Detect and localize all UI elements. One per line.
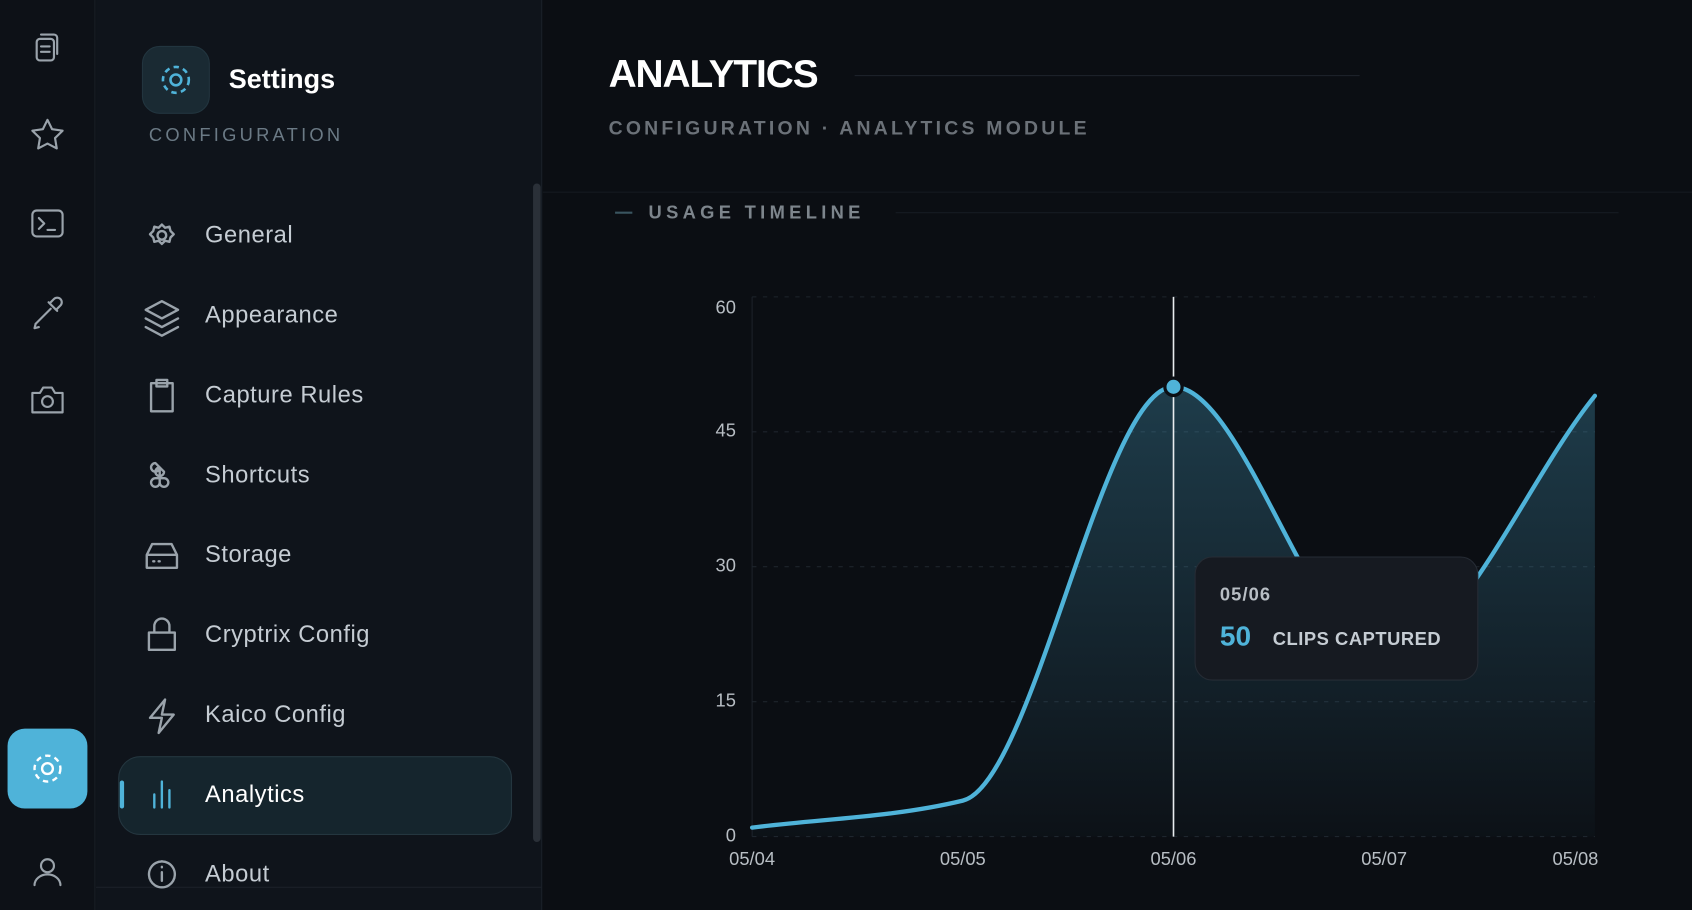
settings-badge-icon — [161, 65, 191, 95]
tooltip — [1194, 556, 1479, 681]
nav-icon — [153, 780, 171, 809]
nav-icon — [149, 378, 174, 413]
nav-list: General Appearance Capture Rules Shortcuts S… — [118, 223, 513, 889]
section-title: USAGE TIMELINE — [649, 202, 865, 223]
x-tick-label: 05/07 — [1361, 848, 1407, 869]
tooltip-value: 50 — [1220, 620, 1251, 651]
nav-item[interactable]: About — [205, 862, 270, 888]
nav-icon — [148, 698, 175, 735]
rail-settings-active[interactable] — [7, 728, 88, 809]
nav-item[interactable]: Shortcuts — [205, 462, 310, 488]
rail-clipboard[interactable] — [35, 33, 59, 62]
rail-settings-icon — [33, 754, 62, 783]
nav-icon — [147, 617, 176, 652]
y-tick-label: 45 — [716, 420, 736, 441]
nav-item[interactable]: Storage — [205, 542, 292, 568]
page-title: ANALYTICS — [609, 53, 818, 96]
sidebar-subtitle: CONFIGURATION — [149, 124, 343, 145]
hover-point — [1163, 376, 1184, 398]
nav-item[interactable]: Kaico Config — [205, 702, 346, 728]
y-tick-label: 60 — [716, 297, 736, 318]
scrollbar[interactable] — [533, 183, 541, 842]
tooltip-label: CLIPS CAPTURED — [1273, 628, 1441, 649]
nav-icon — [148, 223, 175, 246]
page-subtitle: CONFIGURATION · ANALYTICS MODULE — [609, 118, 1090, 140]
nav-icon — [147, 860, 177, 889]
nav-active-bg — [118, 756, 513, 835]
y-tick-label: 30 — [716, 555, 736, 576]
nav-item[interactable]: Capture Rules — [205, 382, 364, 408]
settings-badge — [141, 45, 210, 114]
x-tick-label: 05/08 — [1553, 848, 1599, 869]
y-tick-label: 15 — [716, 690, 736, 711]
rail-star[interactable] — [31, 118, 64, 150]
y-tick-label: 0 — [726, 824, 736, 845]
rail-terminal[interactable] — [31, 209, 64, 238]
nav-icon — [144, 299, 180, 337]
nav-icon — [149, 461, 170, 489]
nav-item[interactable]: Cryptrix Config — [205, 622, 370, 648]
rail-picker[interactable] — [33, 296, 63, 330]
x-tick-label: 05/06 — [1151, 848, 1197, 869]
chart: 0 15 30 45 60 05/04 05/05 05/06 05/07 05/08 05/06 5… — [716, 296, 1599, 869]
nav-item[interactable]: General — [205, 223, 293, 249]
nav-item[interactable]: Appearance — [205, 303, 338, 329]
rail-user[interactable] — [33, 858, 62, 887]
sidebar-title: Settings — [229, 64, 335, 94]
nav-active-indicator — [119, 780, 125, 809]
x-tick-label: 05/05 — [940, 848, 986, 869]
rail-camera[interactable] — [31, 386, 64, 414]
nav-icon — [145, 542, 179, 569]
tooltip-date: 05/06 — [1220, 584, 1271, 605]
nav-item[interactable]: Analytics — [205, 782, 305, 808]
x-tick-label: 05/04 — [729, 848, 775, 869]
